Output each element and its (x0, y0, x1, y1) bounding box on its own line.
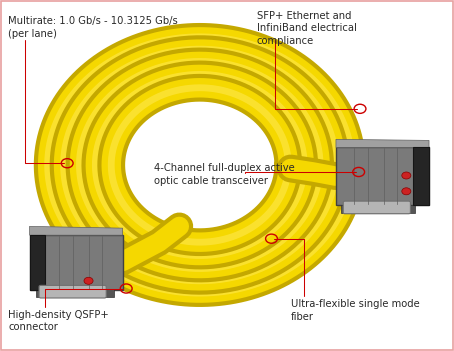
Circle shape (84, 277, 93, 284)
Polygon shape (30, 226, 123, 235)
Circle shape (402, 188, 411, 195)
Text: Ultra-flexible single mode
fiber: Ultra-flexible single mode fiber (291, 299, 419, 322)
Circle shape (402, 172, 411, 179)
FancyBboxPatch shape (36, 289, 114, 297)
Text: SFP+ Ethernet and
InfiniBand electrical
compliance: SFP+ Ethernet and InfiniBand electrical … (257, 11, 356, 46)
FancyBboxPatch shape (413, 147, 429, 205)
FancyBboxPatch shape (39, 285, 106, 298)
FancyBboxPatch shape (30, 235, 123, 290)
Text: High-density QSFP+
connector: High-density QSFP+ connector (8, 310, 109, 332)
Polygon shape (336, 139, 429, 147)
Text: Multirate: 1.0 Gb/s - 10.3125 Gb/s
(per lane): Multirate: 1.0 Gb/s - 10.3125 Gb/s (per … (8, 16, 178, 39)
FancyBboxPatch shape (30, 235, 45, 290)
FancyBboxPatch shape (336, 147, 429, 205)
Text: 4-Channel full-duplex active
optic cable transceiver: 4-Channel full-duplex active optic cable… (154, 163, 295, 186)
FancyBboxPatch shape (340, 205, 415, 213)
FancyBboxPatch shape (343, 201, 410, 214)
